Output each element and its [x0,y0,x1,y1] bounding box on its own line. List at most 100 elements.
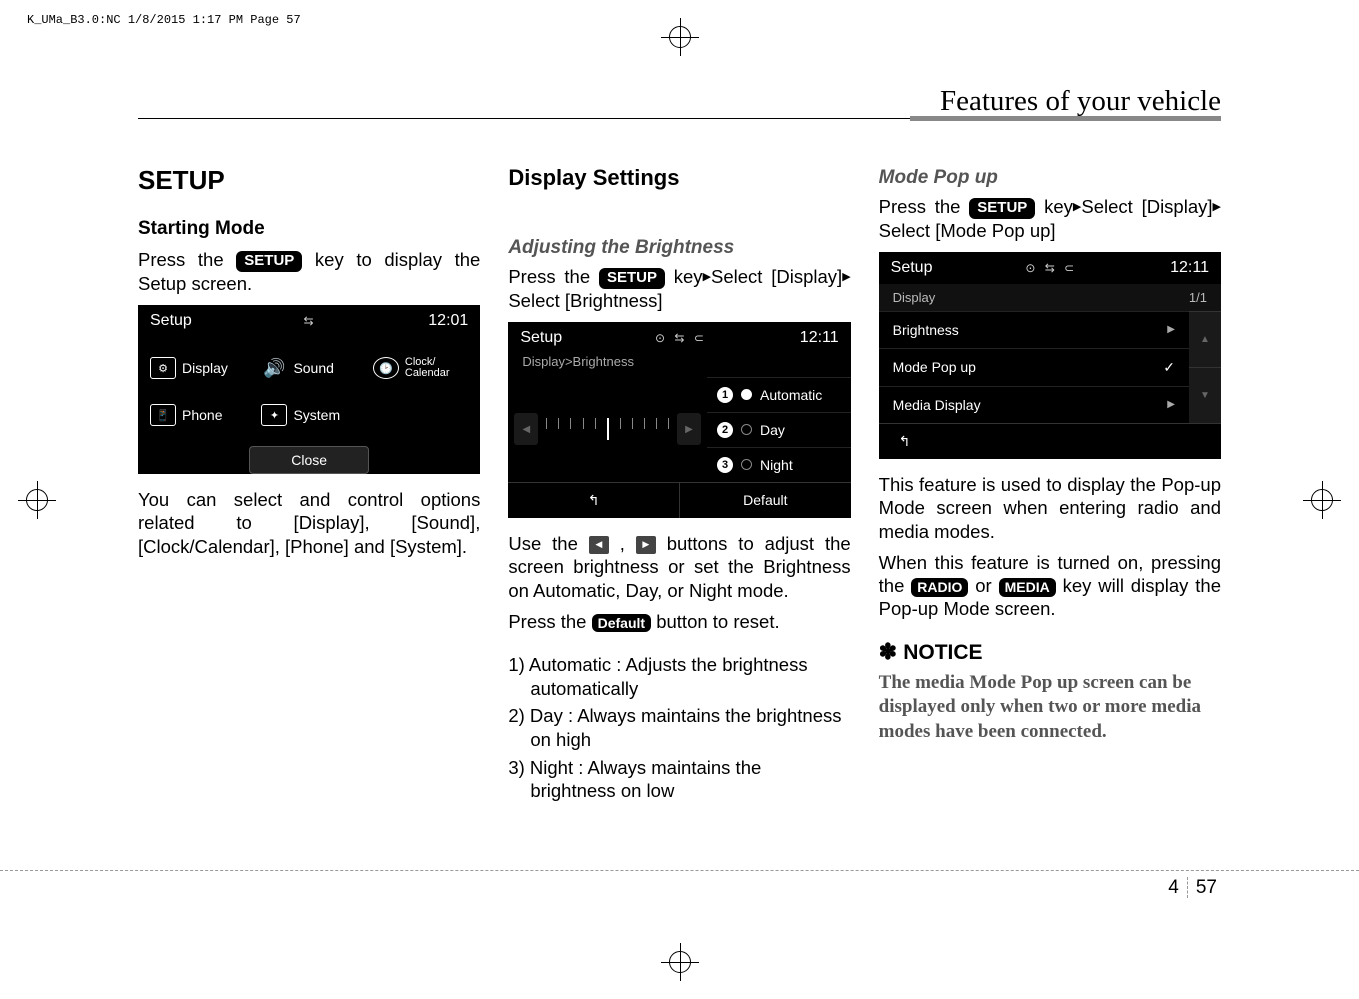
ss-title: Setup [520,329,562,347]
label: Sound [293,360,333,376]
registration-mark-bottom [661,943,699,981]
starting-mode-text: Press the SETUP key to display the Setup… [138,248,480,295]
footer-cut-line [0,870,1359,871]
empty-cell [369,396,472,434]
setup-main-screenshot: Setup ⇆ 12:01 ⚙ Display 🔊 Sound 🕑 Clock/ [138,305,480,474]
mode-popup-nav-text: Press the SETUP key▶Select [Display]▶Sel… [879,195,1221,242]
clock-icon: 🕑 [373,357,399,379]
ss-clock: 12:01 [428,312,468,330]
arrow-icon: ▶ [1213,201,1221,215]
scroll-down-button[interactable]: ▼ [1189,367,1221,423]
setup-key-pill: SETUP [969,198,1035,219]
print-slug: K_UMa_B3.0:NC 1/8/2015 1:17 PM Page 57 [27,13,301,27]
registration-mark-top [661,18,699,56]
list-item: 2) Day : Always maintains the brightness… [508,704,850,751]
breadcrumb: Display [893,290,936,305]
brightness-decrease-button[interactable]: ◀ [514,413,538,445]
chapter-number: 4 [1168,877,1188,898]
list-item: 1) Automatic : Adjusts the brightness au… [508,653,850,700]
left-arrow-icon: ◀ [589,536,609,554]
brightness-slider[interactable] [546,415,669,443]
sound-icon: 🔊 [261,357,287,379]
column-1: SETUP Starting Mode Press the SETUP key … [138,165,480,807]
radio-icon [741,459,752,470]
display-list-screenshot: Setup ⊙ ⇆ ⊂ 12:11 Display 1/1 Brightness… [879,252,1221,459]
setup-clock-button[interactable]: 🕑 Clock/ Calendar [369,349,472,388]
back-button[interactable]: ↰ [879,423,1221,459]
mode-day-row[interactable]: 2 Day [707,412,851,447]
mode-automatic-row[interactable]: 1 Automatic [707,377,851,412]
column-2: Display Settings Adjusting the Brightnes… [508,165,850,807]
label: Brightness [893,322,959,338]
ss-title: Setup [150,312,192,330]
text-fragment: key [1044,196,1073,217]
media-key-pill: MEDIA [999,578,1056,597]
text-fragment: Select [Mode Pop up] [879,220,1056,241]
registration-mark-right [1303,481,1341,519]
setup-sound-button[interactable]: 🔊 Sound [257,349,360,388]
label: Night [760,457,793,473]
checkmark-icon: ✓ [1163,359,1175,376]
display-settings-title: Display Settings [508,165,850,191]
brightness-screenshot: Setup ⊙ ⇆ ⊂ 12:11 Display>Brightness ◀ ▶ [508,322,850,518]
setup-key-pill: SETUP [599,268,665,289]
radio-icon [741,424,752,435]
number-badge: 2 [717,422,733,438]
default-button[interactable]: Default [680,483,851,518]
back-button[interactable]: ↰ [508,483,680,518]
label: Display [182,360,228,376]
text-fragment: Press the [879,196,970,217]
number-badge: 3 [717,457,733,473]
text-fragment: button to reset. [656,611,779,632]
breadcrumb: Display>Brightness [508,354,850,377]
status-icons: ⇆ [304,314,317,328]
mode-night-row[interactable]: 3 Night [707,447,851,482]
setup-system-button[interactable]: ✦ System [257,396,360,434]
text-fragment: or [975,575,998,596]
text-fragment: Press the [138,249,236,270]
adjust-brightness-title: Adjusting the Brightness [508,237,850,259]
label: Day [760,422,785,438]
chevron-right-icon: ▶ [1167,324,1175,335]
arrow-icon: ▶ [842,271,850,285]
arrow-icon: ▶ [703,271,711,285]
label: Automatic [760,387,822,403]
list-item: 3) Night : Always maintains the brightne… [508,756,850,803]
text-fragment: Press the [508,266,599,287]
status-icons: ⊙ ⇆ ⊂ [655,331,707,345]
default-pill: Default [592,614,651,633]
list-row-brightness[interactable]: Brightness ▶ [879,311,1189,348]
setup-key-pill: SETUP [236,251,302,272]
setup-title: SETUP [138,165,480,196]
list-row-mediadisplay[interactable]: Media Display ▶ [879,386,1189,423]
display-icon: ⚙ [150,357,176,379]
notice-label: NOTICE [903,641,982,664]
setup-options-text: You can select and control options relat… [138,488,480,558]
scroll-up-button[interactable]: ▲ [1189,311,1221,367]
setup-phone-button[interactable]: 📱 Phone [146,396,249,434]
number-badge: 1 [717,387,733,403]
radio-selected-icon [741,389,752,400]
text-fragment: Select [Display] [1081,196,1212,217]
status-icons: ⊙ ⇆ ⊂ [1025,261,1077,275]
text-fragment: , [620,533,636,554]
notice-title: ✽ NOTICE [879,639,1221,665]
label-l1: Clock/ [405,356,436,368]
brightness-mode-list: 1) Automatic : Adjusts the brightness au… [508,653,850,803]
close-button[interactable]: Close [249,446,369,474]
brightness-default-text: Press the Default button to reset. [508,610,850,633]
label: Clock/ Calendar [405,357,450,380]
mode-popup-desc: This feature is used to display the Pop-… [879,473,1221,543]
label-l2: Calendar [405,367,450,379]
setup-display-button[interactable]: ⚙ Display [146,349,249,388]
label: Mode Pop up [893,359,976,375]
registration-mark-left [18,481,56,519]
list-row-modepopup[interactable]: Mode Pop up ✓ [879,348,1189,386]
header-rule [138,118,1221,119]
text-fragment: Use the [508,533,588,554]
text-fragment: Select [Brightness] [508,290,662,311]
text-fragment: key [674,266,703,287]
text-fragment: Select [Display] [711,266,842,287]
page-no: 57 [1196,877,1217,898]
brightness-increase-button[interactable]: ▶ [677,413,701,445]
